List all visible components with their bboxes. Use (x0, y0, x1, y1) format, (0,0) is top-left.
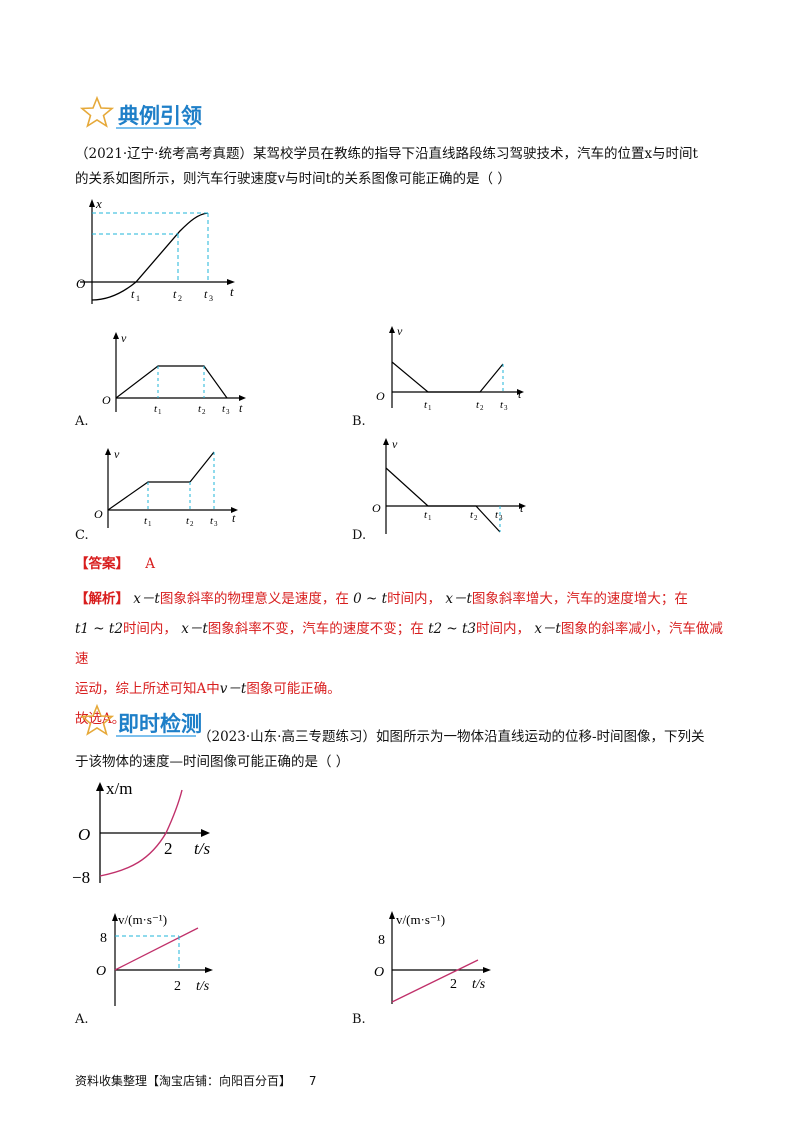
svg-text:t: t (495, 509, 499, 521)
svg-text:8: 8 (378, 933, 385, 948)
svg-text:v/(m·s⁻¹): v/(m·s⁻¹) (396, 912, 445, 927)
svg-text:v/(m·s⁻¹): v/(m·s⁻¹) (118, 912, 167, 927)
svg-text:t: t (470, 509, 474, 521)
svg-text:v: v (114, 447, 120, 461)
svg-text:2: 2 (202, 408, 206, 416)
svg-text:O: O (376, 389, 385, 403)
question-1: （2021·辽宁·统考高考真题）某驾校学员在教练的指导下沿直线路段练习驾驶技术，… (75, 146, 698, 187)
option-b-label[interactable]: B. (352, 414, 366, 429)
answer-label: 【答案】 (75, 556, 129, 572)
svg-text:2: 2 (450, 977, 457, 992)
option-c-label[interactable]: C. (75, 528, 89, 543)
svg-text:2: 2 (174, 979, 181, 994)
section-title-examples: 典例引领 (118, 104, 202, 128)
svg-text:2: 2 (190, 520, 194, 528)
svg-text:v: v (121, 331, 127, 345)
svg-text:t: t (500, 399, 504, 411)
svg-text:t: t (232, 511, 236, 525)
origin-label: O (76, 276, 86, 291)
q2-option-a-label[interactable]: A. (75, 1012, 89, 1027)
title-underline (116, 127, 196, 129)
svg-text:3: 3 (214, 520, 218, 528)
conclusion: 故选A。 (75, 711, 126, 727)
svg-text:t: t (476, 399, 480, 411)
svg-text:1: 1 (148, 520, 152, 528)
svg-text:t: t (198, 403, 202, 415)
xt-graph-q2: x/m O 2 t/s −8 (72, 779, 210, 887)
svg-text:O: O (96, 964, 106, 979)
svg-text:3: 3 (226, 408, 230, 416)
svg-text:t/s: t/s (196, 979, 210, 994)
svg-text:−8: −8 (72, 868, 90, 887)
svg-text:O: O (102, 393, 111, 407)
svg-text:t: t (204, 287, 208, 301)
option-a-label[interactable]: A. (75, 414, 89, 429)
vt-graph-q2-option-b: v/(m·s⁻¹) 8 O 2 t/s (374, 911, 491, 1004)
svg-text:v: v (397, 324, 403, 338)
question-2-line1: （2023·山东·高三专题练习）如图所示为一物体沿直线运动的位移-时间图像，下列… (198, 729, 705, 745)
title-underline (116, 735, 196, 737)
svg-text:t/s: t/s (194, 839, 210, 858)
svg-text:2: 2 (480, 404, 484, 412)
svg-text:t: t (424, 509, 428, 521)
footer: 资料收集整理【淘宝店铺：向阳百分百】 7 (75, 1072, 316, 1089)
svg-text:t: t (186, 515, 190, 527)
svg-text:8: 8 (100, 931, 107, 946)
svg-text:t: t (239, 401, 243, 415)
svg-text:t: t (222, 403, 226, 415)
svg-text:O: O (372, 501, 381, 515)
footer-text: 资料收集整理【淘宝店铺：向阳百分百】 (75, 1074, 292, 1088)
question-2-line2: 于该物体的速度—时间图像可能正确的是（ ） (75, 754, 350, 770)
svg-text:O: O (78, 825, 90, 844)
svg-text:3: 3 (499, 514, 503, 522)
analysis: 【解析】 x－t图象斜率的物理意义是速度，在 0 ~ t时间内， x－t图象斜率… (75, 584, 735, 734)
svg-text:3: 3 (209, 294, 213, 303)
svg-text:2: 2 (178, 294, 182, 303)
svg-text:1: 1 (428, 404, 432, 412)
svg-text:3: 3 (504, 404, 508, 412)
svg-text:t/s: t/s (472, 977, 486, 992)
svg-text:O: O (374, 965, 384, 980)
svg-text:t: t (144, 515, 148, 527)
svg-text:t: t (518, 387, 522, 401)
svg-text:1: 1 (136, 294, 140, 303)
svg-text:1: 1 (428, 514, 432, 522)
svg-text:O: O (94, 507, 103, 521)
svg-text:2: 2 (164, 839, 173, 858)
answer-line: 【答案】 A (75, 552, 155, 577)
svg-text:1: 1 (158, 408, 162, 416)
svg-text:t: t (173, 287, 177, 301)
svg-text:v: v (392, 437, 398, 451)
svg-text:t: t (154, 403, 158, 415)
svg-text:x/m: x/m (106, 779, 132, 798)
svg-text:t: t (424, 399, 428, 411)
page-number: 7 (308, 1074, 317, 1088)
svg-text:t: t (131, 287, 135, 301)
q2-option-b-label[interactable]: B. (352, 1012, 366, 1027)
svg-text:t: t (210, 515, 214, 527)
section-title-check: 即时检测 (118, 712, 202, 736)
svg-text:t: t (520, 501, 524, 515)
axis-t-label: t (230, 284, 234, 299)
star-outline-icon (79, 703, 115, 740)
option-d-label[interactable]: D. (352, 528, 367, 543)
vt-graph-q2-option-a: v/(m·s⁻¹) 8 O 2 t/s (96, 912, 213, 1006)
axis-x-label: x (95, 196, 102, 211)
answer-value: A (145, 556, 156, 572)
svg-text:2: 2 (474, 514, 478, 522)
star-outline-icon (79, 95, 115, 132)
